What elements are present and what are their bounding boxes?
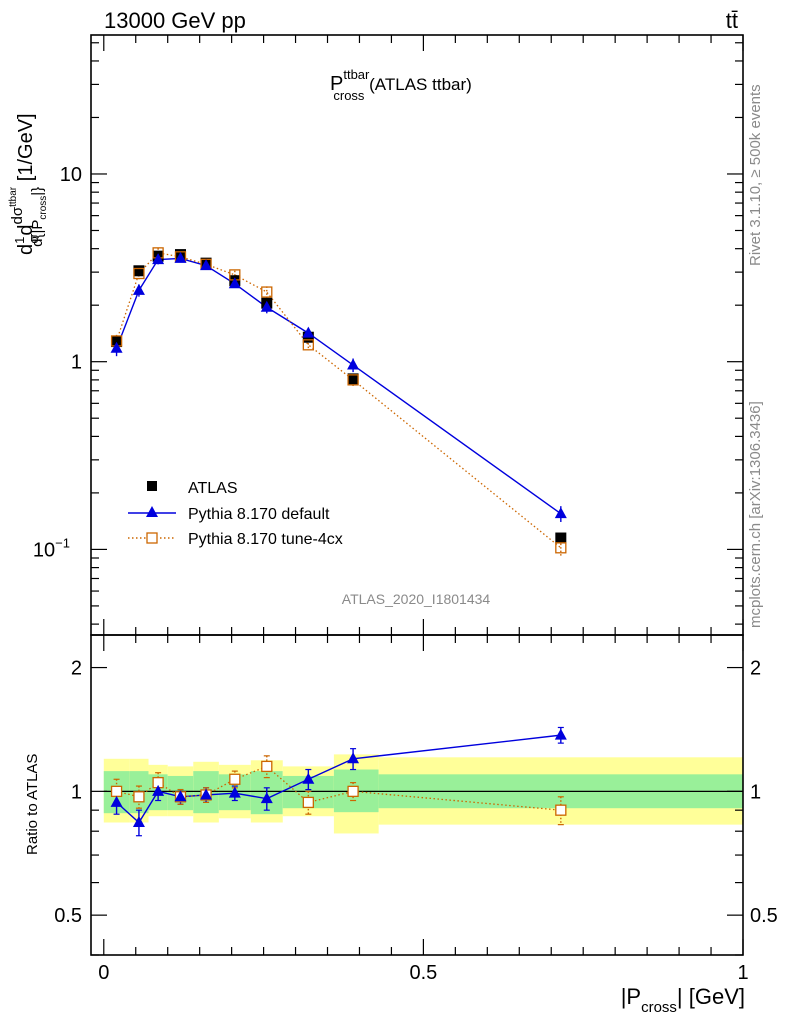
ratio-y-tick-label-left: 0.5 — [54, 905, 82, 927]
main-y-tick-label: 10−1 — [33, 535, 70, 561]
process-label: tt̄ — [726, 8, 738, 33]
point-pythia-default — [554, 507, 567, 519]
ratio-panel: 0.5 0.5 1 1 2 2 0 0.5 1 Ratio to ATLAS |Pcross| … — [24, 634, 778, 1016]
point-pythia-default — [260, 300, 273, 312]
ratio-y-tick-label-right: 1 — [750, 781, 761, 803]
ratio-point-pythia-default — [228, 786, 241, 798]
ratio-point-pythia-default — [110, 795, 123, 807]
legend: ATLAS Pythia 8.170 default Pythia 8.170 … — [128, 480, 343, 548]
point-pythia-default — [110, 341, 123, 353]
ratio-point-pythia-default — [554, 728, 567, 740]
mcplots-label: mcplots.cern.ch [arXiv:1306.3436] — [747, 401, 764, 628]
ratio-point-pythia-default — [260, 792, 273, 804]
ratio-point-pythia-default — [152, 784, 165, 796]
main-y-tick-label: 1 — [71, 352, 82, 374]
ratio-point-pythia-default — [347, 752, 360, 764]
point-pythia-default — [347, 358, 360, 370]
legend-marker-atlas — [147, 481, 157, 491]
ratio-y-tick-label-right: 2 — [750, 658, 761, 680]
ratio-point-pythia-default — [200, 788, 213, 800]
ratio-point-pythia-tune — [347, 785, 359, 798]
legend-label-tune: Pythia 8.170 tune-4cx — [188, 531, 343, 548]
series-line-pythia-default — [115, 257, 562, 515]
x-tick-label: 0 — [98, 962, 109, 984]
point-pythia-tune — [133, 267, 145, 280]
main-plot-title: Pttbar cross (ATLAS ttbar) — [330, 67, 472, 103]
x-axis-label: |Pcross| [GeV] — [621, 984, 745, 1016]
point-pythia-tune — [347, 374, 359, 386]
ratio-panel-frame — [90, 634, 744, 956]
point-pythia-tune — [261, 286, 273, 298]
energy-label: 13000 GeV pp — [104, 8, 246, 33]
point-pythia-tune — [555, 542, 567, 554]
ratio-y-tick-label-left: 2 — [71, 658, 82, 680]
ratio-y-tick-label-left: 1 — [71, 781, 82, 803]
ratio-point-pythia-tune — [133, 791, 145, 803]
ratio-point-pythia-default — [132, 815, 145, 827]
legend-label-default: Pythia 8.170 default — [188, 506, 330, 523]
ratio-point-pythia-tune — [302, 796, 314, 809]
point-atlas — [555, 532, 567, 544]
ratio-y-tick-label-right: 0.5 — [750, 905, 778, 927]
ratio-point-pythia-default — [174, 790, 187, 802]
main-y-tick-label: 10 — [60, 164, 82, 186]
point-pythia-default — [228, 277, 241, 289]
analysis-tag: ATLAS_2020_I1801434 — [342, 591, 491, 607]
point-pythia-default — [174, 251, 187, 263]
point-pythia-tune — [302, 339, 314, 351]
rivet-version-label: Rivet 3.1.10, ≥ 500k events — [747, 84, 764, 266]
point-pythia-default — [132, 283, 145, 295]
ratio-line-pythia-default — [116, 734, 561, 824]
x-tick-label: 1 — [737, 962, 748, 984]
main-panel: 10−1 1 10 Pttbar cross (ATLAS ttbar) d1σddσ… — [8, 34, 744, 636]
main-y-axis-label: d1σddσttbard{|Pcross|} [1/GeV] — [8, 113, 49, 255]
point-atlas — [133, 265, 145, 277]
ratio-y-axis-label: Ratio to ATLAS — [24, 754, 41, 855]
series-line-pythia-tune — [115, 252, 562, 549]
legend-marker-default — [146, 506, 158, 517]
x-tick-label: 0.5 — [409, 962, 437, 984]
legend-label-atlas: ATLAS — [188, 480, 238, 497]
point-pythia-default — [152, 253, 165, 265]
point-atlas — [111, 336, 123, 348]
ratio-point-pythia-tune — [229, 773, 241, 785]
ratio-point-pythia-tune — [261, 760, 273, 773]
point-atlas — [347, 373, 359, 385]
point-pythia-default — [200, 259, 213, 271]
point-pythia-default — [302, 326, 315, 338]
ratio-point-pythia-tune — [110, 785, 123, 798]
ratio-point-pythia-tune — [555, 804, 567, 816]
legend-marker-tune — [146, 532, 158, 544]
ratio-point-pythia-default — [302, 772, 315, 784]
ratio-line-pythia-tune — [116, 765, 561, 811]
